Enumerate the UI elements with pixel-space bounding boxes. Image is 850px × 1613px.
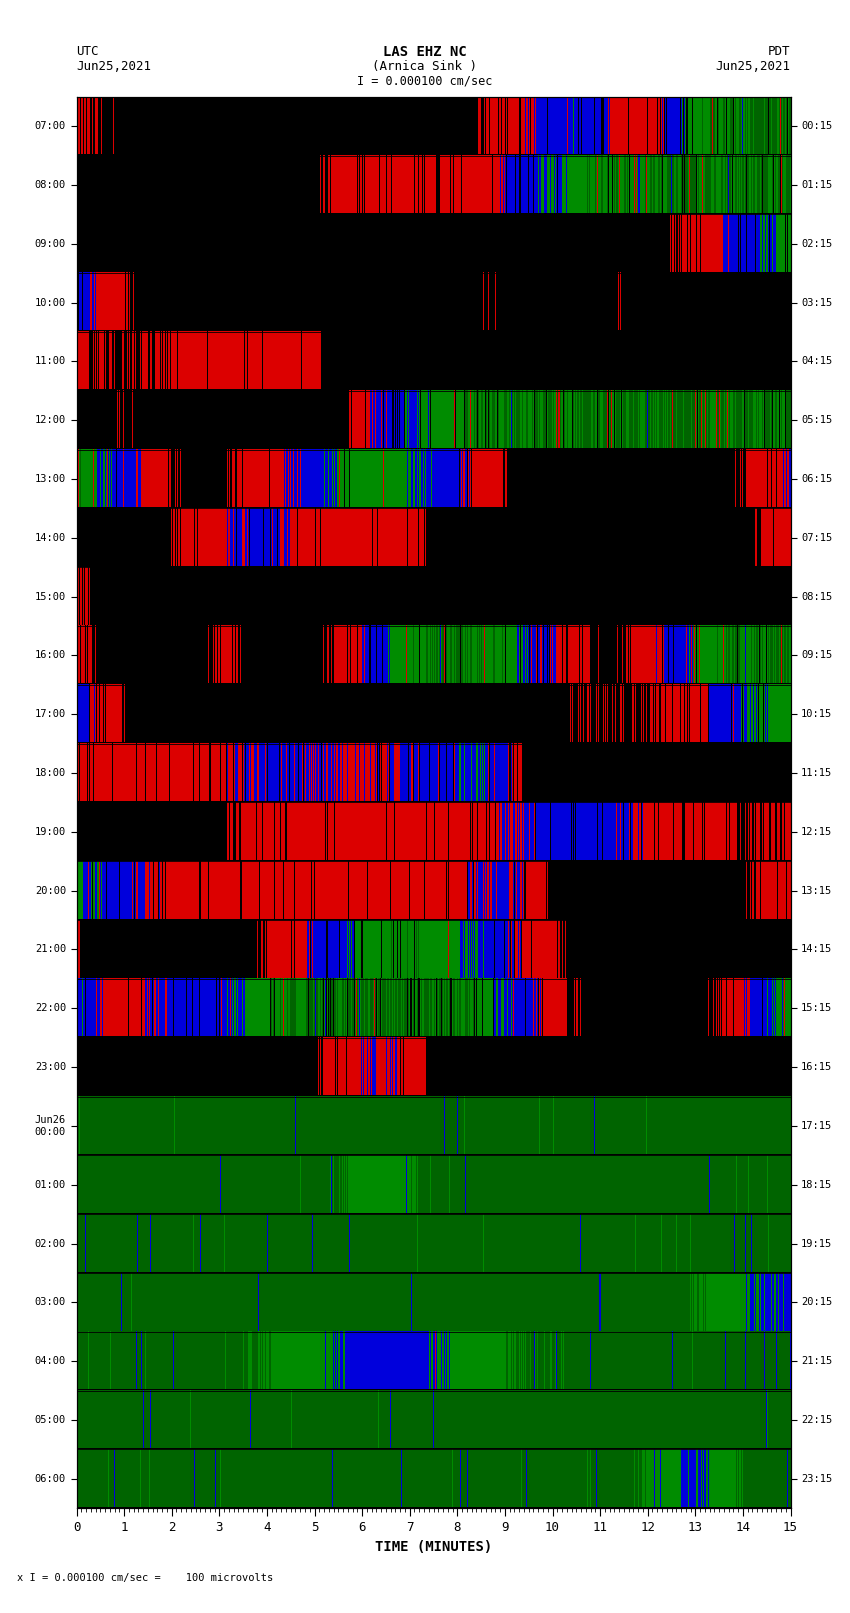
Text: I = 0.000100 cm/sec: I = 0.000100 cm/sec	[357, 74, 493, 87]
Text: PDT: PDT	[768, 45, 790, 58]
X-axis label: TIME (MINUTES): TIME (MINUTES)	[375, 1540, 492, 1553]
Text: LAS EHZ NC: LAS EHZ NC	[383, 45, 467, 58]
Text: x I = 0.000100 cm/sec =    100 microvolts: x I = 0.000100 cm/sec = 100 microvolts	[17, 1573, 273, 1582]
Text: (Arnica Sink ): (Arnica Sink )	[372, 60, 478, 73]
Text: Jun25,2021: Jun25,2021	[716, 60, 790, 73]
Text: Jun25,2021: Jun25,2021	[76, 60, 151, 73]
Text: UTC: UTC	[76, 45, 99, 58]
